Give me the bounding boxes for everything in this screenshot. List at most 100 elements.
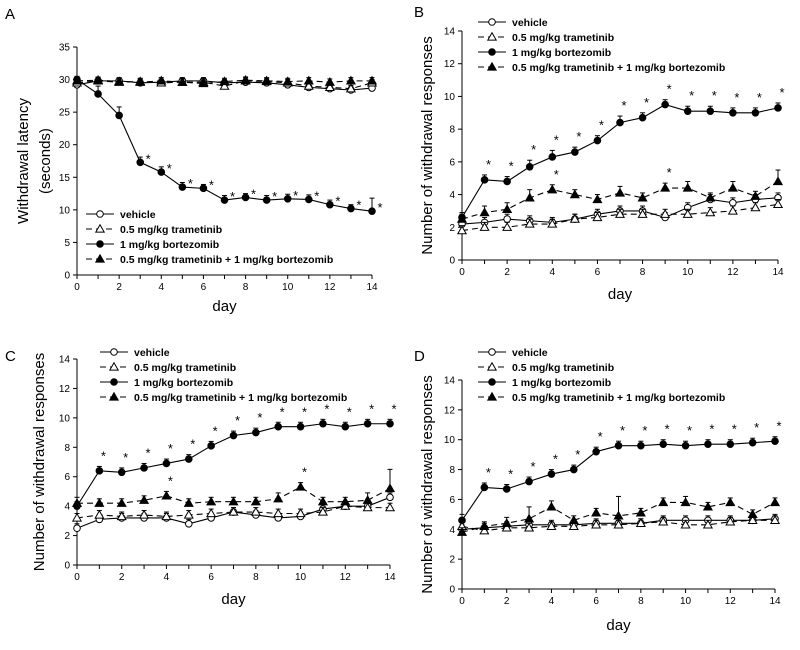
data-point	[206, 508, 217, 518]
series-2: * * * * * * * * * * * *	[73, 75, 383, 215]
data-point	[726, 440, 735, 448]
data-point	[219, 80, 230, 90]
data-point	[340, 496, 351, 506]
legend-label: 0.5 mg/kg trametinib	[512, 362, 614, 374]
data-point	[614, 187, 626, 197]
y-tick-label: 8	[449, 465, 455, 476]
data-point	[680, 497, 691, 507]
data-point	[139, 509, 150, 519]
data-point	[614, 441, 623, 450]
significance-star: *	[123, 450, 128, 465]
significance-star: *	[554, 167, 559, 182]
data-point	[456, 225, 468, 235]
x-tick-label: 2	[116, 282, 122, 293]
data-point	[569, 465, 578, 474]
panel-d: D 0 2 4 6 8 10 12 14 0 2 4 6 8 10 12 14 day Number of with…	[414, 347, 782, 634]
data-point	[705, 192, 716, 202]
legend: vehicle 0.5 mg/kg trametinib 1 mg/kg borte…	[478, 17, 725, 74]
y-tick-label: 5	[64, 238, 70, 249]
y-tick-label: 6	[449, 157, 455, 168]
y-tick-label: 14	[444, 27, 456, 38]
data-point	[702, 501, 713, 511]
data-point	[386, 493, 394, 502]
legend-marker	[110, 378, 118, 386]
data-point	[479, 521, 490, 530]
data-point	[157, 168, 166, 176]
legend-label: 0.5 mg/kg trametinib + 1 mg/kg bortezomi…	[512, 62, 725, 74]
data-point	[682, 208, 693, 218]
y-tick-label: 4	[64, 502, 70, 513]
y-axis-label: Number of withdrawal responses	[31, 353, 48, 571]
significance-star: *	[508, 467, 513, 482]
data-point	[116, 497, 127, 507]
significance-star: *	[575, 447, 580, 462]
data-point	[616, 118, 624, 127]
series-2: **************	[73, 401, 397, 510]
y-tick-label: 14	[59, 355, 71, 366]
data-point	[705, 207, 716, 217]
data-point	[250, 506, 261, 516]
x-tick-label: 12	[340, 572, 352, 583]
data-point	[283, 194, 292, 203]
y-tick-label: 10	[59, 205, 71, 216]
y-axis-label: Number of withdrawal responses	[419, 36, 436, 254]
significance-star: *	[257, 410, 262, 425]
data-point	[593, 136, 602, 145]
legend-marker	[488, 378, 496, 386]
y-axis-label: Number of withdrawal responses	[419, 375, 436, 593]
data-point	[184, 520, 193, 528]
series-3	[71, 75, 378, 88]
series-2: **************	[458, 82, 785, 222]
y-tick-label: 6	[64, 472, 70, 483]
x-tick-label: 12	[324, 282, 336, 293]
significance-star: *	[779, 85, 784, 100]
data-point	[502, 222, 513, 231]
panel-letter: A	[5, 6, 15, 23]
significance-star: *	[146, 151, 151, 166]
legend-marker	[486, 61, 498, 71]
significance-star: *	[188, 176, 193, 191]
significance-star: *	[486, 465, 491, 480]
series-1	[456, 198, 784, 235]
data-point	[183, 497, 194, 507]
significance-star: *	[599, 118, 604, 133]
data-point	[524, 218, 535, 228]
y-tick-label: 15	[59, 173, 71, 184]
data-point	[524, 192, 535, 202]
data-point	[241, 193, 250, 202]
data-point	[319, 419, 327, 428]
data-point	[228, 506, 239, 516]
significance-star: *	[486, 157, 491, 172]
data-point	[295, 508, 306, 518]
series-line	[461, 519, 775, 532]
data-point	[772, 176, 784, 186]
data-point	[303, 75, 314, 85]
legend-marker	[486, 31, 498, 41]
data-point	[456, 527, 468, 536]
legend-label: 0.5 mg/kg trametinib + 1 mg/kg bortezomi…	[120, 254, 333, 266]
data-point	[273, 493, 284, 503]
data-point	[135, 76, 146, 86]
data-point	[658, 497, 669, 507]
legend: vehicle 0.5 mg/kg trametinib 1 mg/kg borte…	[86, 209, 333, 266]
legend-label: 0.5 mg/kg trametinib + 1 mg/kg bortezomi…	[134, 392, 347, 404]
data-point	[729, 198, 737, 207]
data-point	[479, 525, 490, 535]
data-point	[704, 440, 712, 448]
x-tick-label: 14	[384, 572, 396, 583]
y-tick-label: 2	[64, 531, 70, 542]
data-point	[659, 440, 668, 448]
data-point	[94, 497, 105, 507]
data-point	[638, 113, 647, 122]
data-point	[368, 207, 376, 215]
y-tick-label: 14	[444, 376, 456, 387]
significance-star: *	[712, 88, 717, 103]
legend-label: 1 mg/kg bortezomib	[512, 47, 611, 59]
data-point	[547, 184, 558, 194]
data-point	[748, 438, 757, 447]
y-axis-label: Withdrawal latency	[15, 98, 32, 224]
data-point	[324, 82, 335, 92]
legend-label: 0.5 mg/kg trametinib + 1 mg/kg bortezomi…	[512, 392, 725, 404]
legend-label: 0.5 mg/kg trametinib	[134, 362, 236, 374]
x-tick-label: 2	[504, 596, 510, 607]
